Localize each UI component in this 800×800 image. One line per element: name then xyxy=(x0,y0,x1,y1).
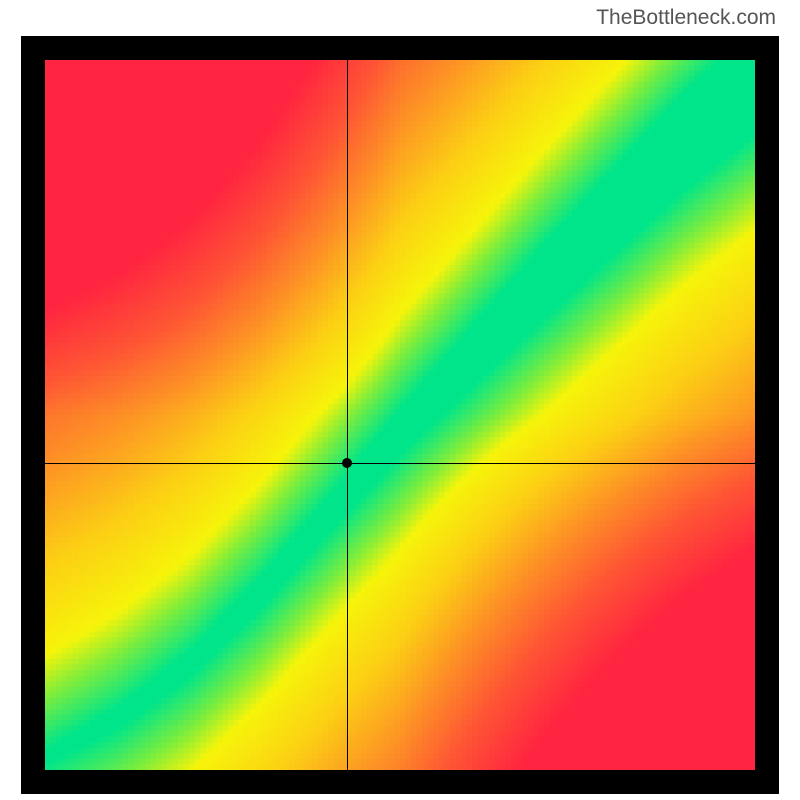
heatmap-plot xyxy=(45,60,755,770)
root: TheBottleneck.com xyxy=(0,0,800,800)
attribution-text: TheBottleneck.com xyxy=(596,6,776,29)
heatmap-canvas xyxy=(45,60,755,770)
chart-frame xyxy=(21,36,779,794)
attribution-bar: TheBottleneck.com xyxy=(0,0,800,36)
